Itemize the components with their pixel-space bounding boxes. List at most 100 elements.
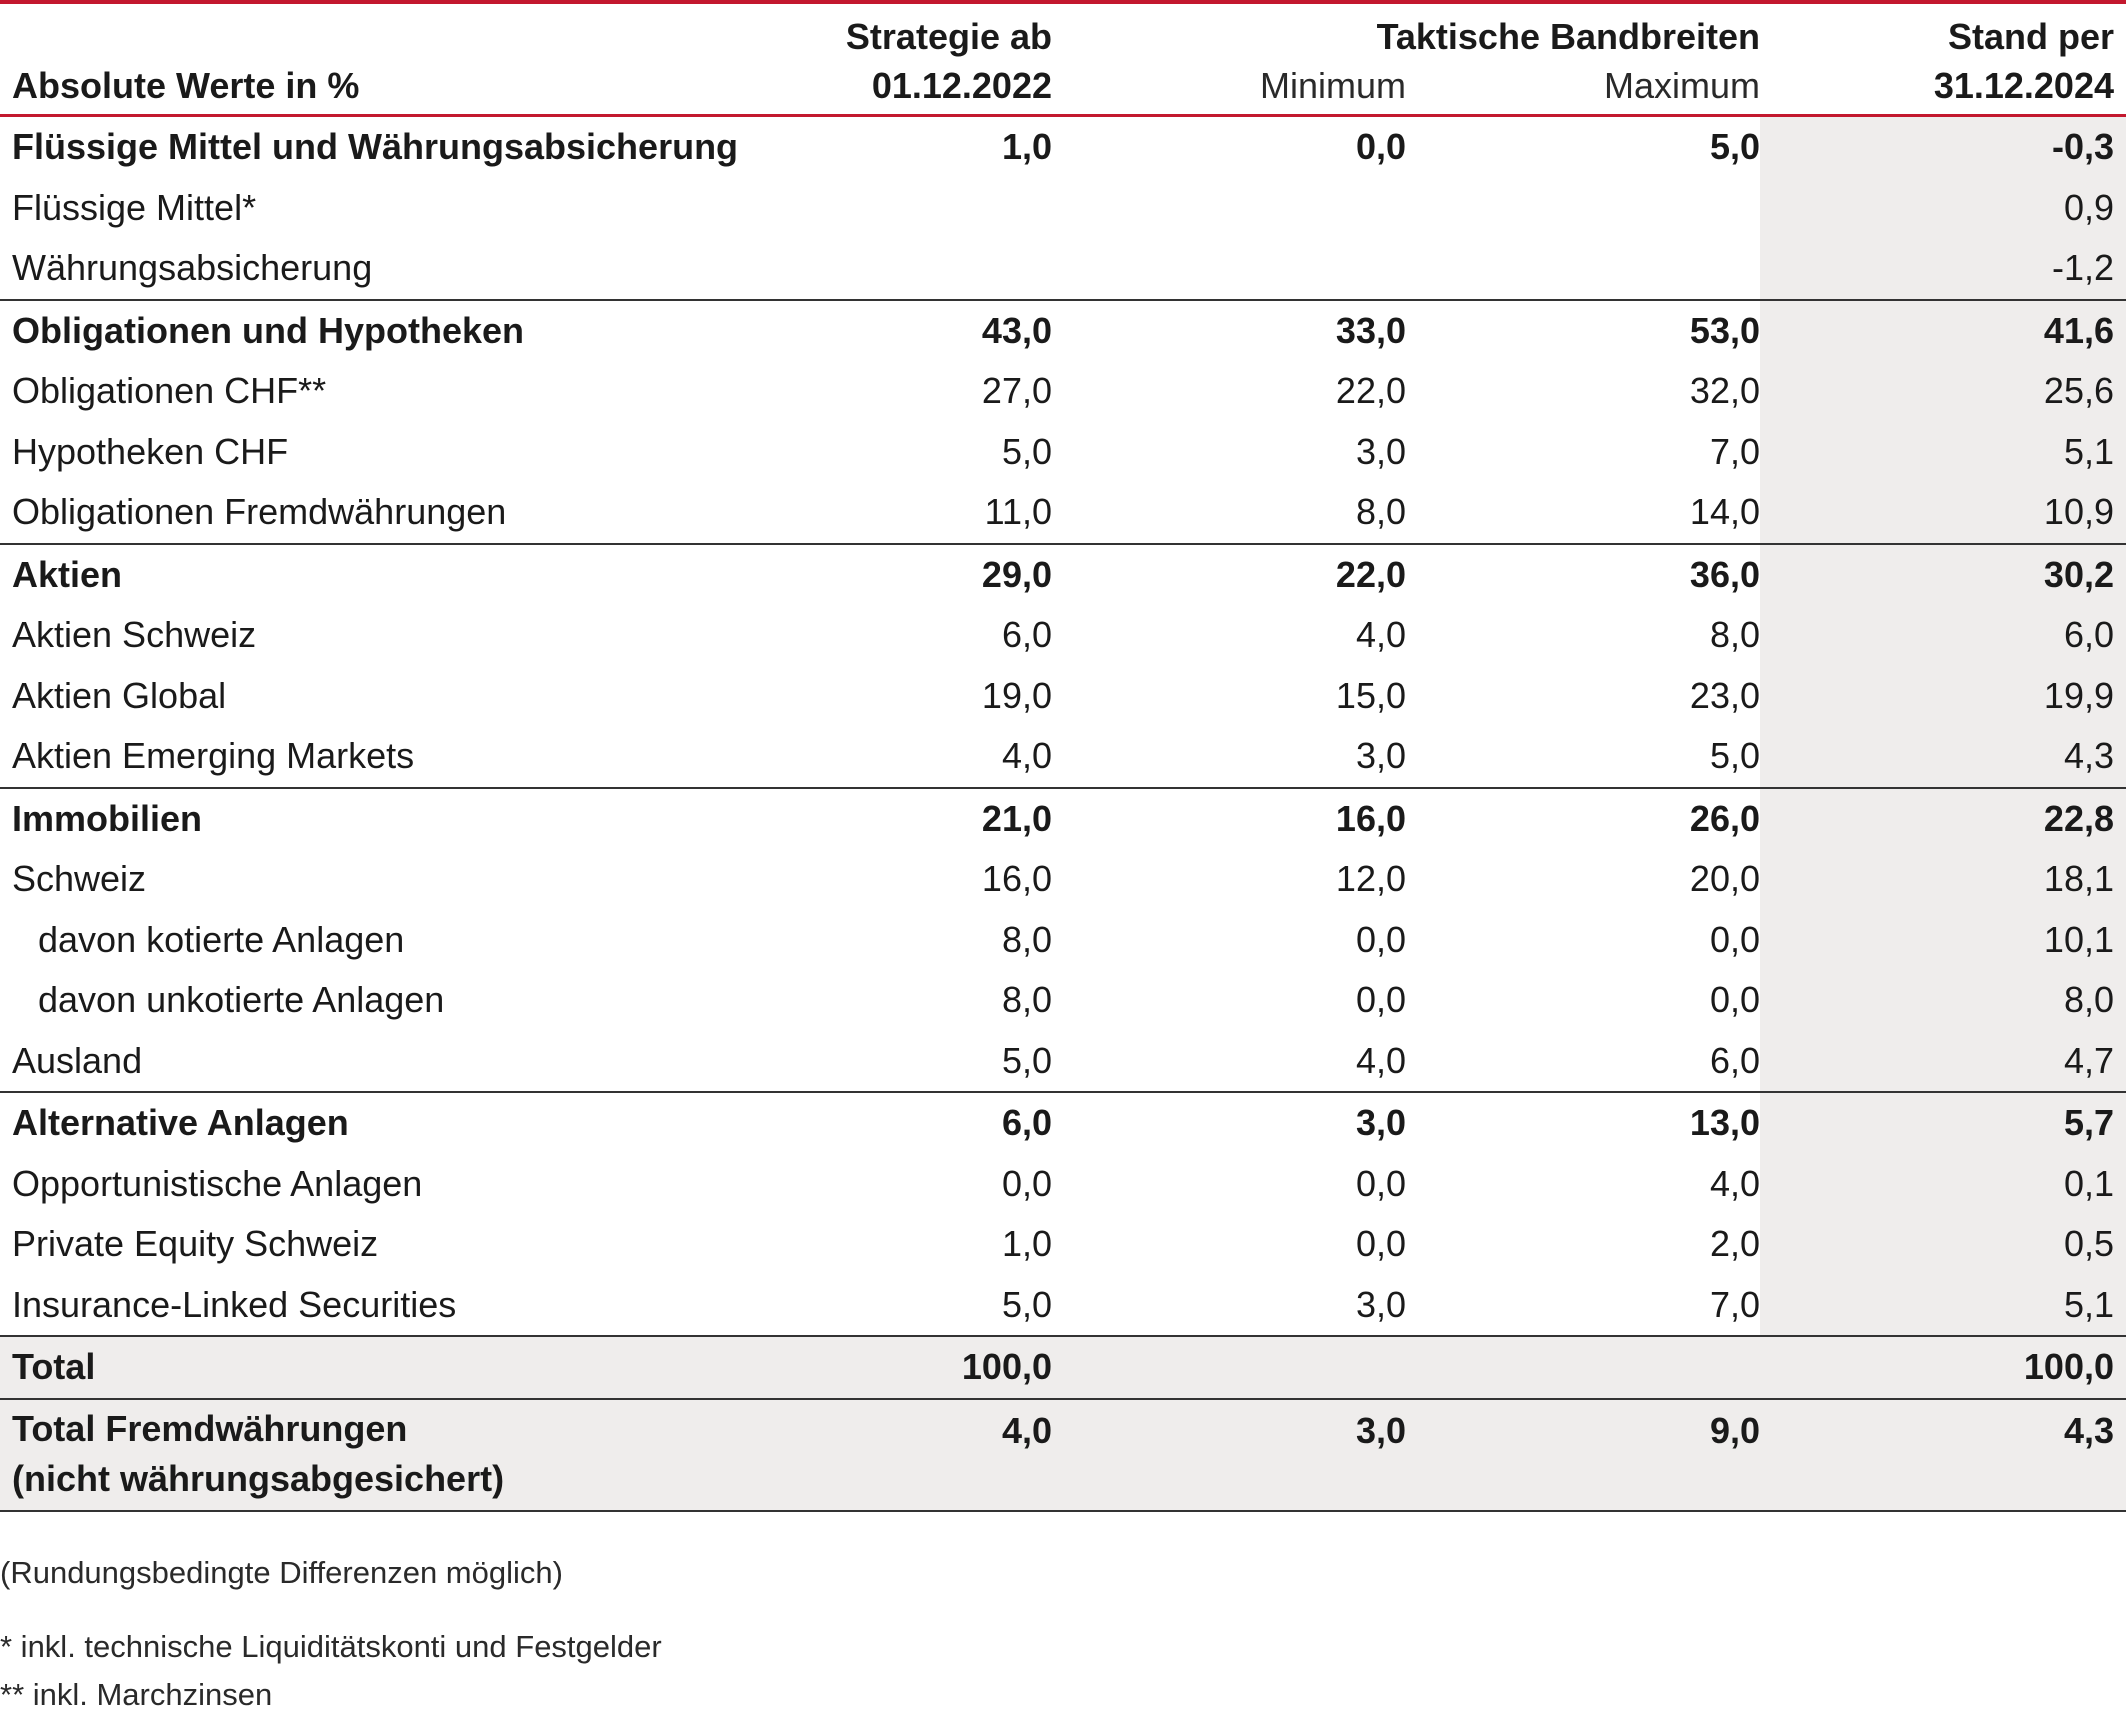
row-maximum: 2,0 [1709,1223,1760,1265]
row-label: Flüssige Mittel* [12,186,257,228]
row-stand: 22,8 [1760,786,2126,849]
table-row: Hypotheken CHF 5,0 3,0 7,0 5,1 [0,421,2126,482]
header-spacer [0,4,700,58]
row-stand: 18,1 [1760,849,2126,910]
total-fx-label: Total Fremdwährungen (nicht währungsabge… [0,1397,700,1512]
row-strategy: 43,0 [700,298,1052,361]
table-row: Private Equity Schweiz 1,0 0,0 2,0 0,5 [0,1214,2126,1275]
header-row-2: Absolute Werte in % 01.12.2022 Minimum M… [0,58,2126,117]
row-label: Aktien Schweiz [12,614,257,656]
row-strategy: 5,0 [1001,1283,1052,1325]
row-stand: 0,5 [1760,1214,2126,1275]
row-maximum: 36,0 [1406,542,1760,605]
row-stand: 10,9 [1760,482,2126,544]
total-fx-minimum: 3,0 [1052,1397,1406,1512]
table-row: Flüssige Mittel* 0,9 [0,177,2126,239]
total-stand: 100,0 [1760,1335,2126,1399]
row-label: Währungsabsicherung [12,247,373,289]
table-row-liquid-funds: Flüssige Mittel und Währungsabsicherung … [0,115,2126,178]
top-accent-line [0,0,2126,4]
header-minimum: Minimum [1052,58,1406,117]
row-minimum: 16,0 [1052,786,1406,849]
row-minimum: 22,0 [1052,542,1406,605]
row-stand: 6,0 [1760,605,2126,666]
row-minimum: 0,0 [1355,1223,1406,1265]
row-stand: -1,2 [1760,238,2126,300]
row-label: Obligationen und Hypotheken [0,298,700,361]
row-maximum: 7,0 [1709,430,1760,472]
row-stand: 0,9 [1760,177,2126,238]
total-strategy: 100,0 [700,1335,1052,1399]
row-label: Opportunistische Anlagen [12,1162,423,1204]
row-strategy: 4,0 [1001,735,1052,777]
table-row: Währungsabsicherung -1,2 [0,238,2126,300]
row-stand: 10,1 [1760,909,2126,970]
total-fx-stand: 4,3 [1760,1397,2126,1512]
row-strategy: 5,0 [1001,430,1052,472]
table-row: Aktien Schweiz 6,0 4,0 8,0 6,0 [0,605,2126,666]
row-maximum: 32,0 [1689,370,1760,412]
row-label: Ausland [12,1039,143,1081]
table-row-equities: Aktien 29,0 22,0 36,0 30,2 [0,542,2126,605]
row-maximum: 4,0 [1709,1162,1760,1204]
row-maximum [1406,238,1760,300]
row-stand: 5,7 [1760,1091,2126,1154]
asset-allocation-table: Strategie ab Taktische Bandbreiten Stand… [0,4,2126,1512]
row-maximum: 6,0 [1709,1039,1760,1081]
table-row: Obligationen Fremdwährungen 11,0 8,0 14,… [0,482,2126,544]
row-stand: 0,1 [1760,1153,2126,1214]
total-maximum [1406,1335,1760,1399]
table-row: Aktien Global 19,0 15,0 23,0 19,9 [0,665,2126,726]
table-row-alternatives: Alternative Anlagen 6,0 3,0 13,0 5,7 [0,1091,2126,1154]
row-minimum [1052,238,1406,300]
row-label: Alternative Anlagen [0,1091,700,1154]
row-stand: 5,1 [1760,421,2126,482]
row-stand: 4,3 [1760,726,2126,788]
row-label: Hypotheken CHF [12,430,289,472]
row-stand: 25,6 [1760,361,2126,422]
row-minimum: 15,0 [1335,674,1406,716]
header-tactical-title: Taktische Bandbreiten [1376,16,1760,57]
table-row-bonds-mortgages: Obligationen und Hypotheken 43,0 33,0 53… [0,298,2126,361]
row-maximum: 0,0 [1709,979,1760,1021]
row-minimum: 0,0 [1355,126,1406,168]
row-minimum: 12,0 [1335,858,1406,900]
row-label: Obligationen Fremdwährungen [12,491,507,533]
row-minimum [1052,178,1406,239]
table-row: Insurance-Linked Securities 5,0 3,0 7,0 … [0,1274,2126,1336]
row-minimum: 0,0 [1355,979,1406,1021]
row-maximum: 23,0 [1689,674,1760,716]
row-strategy: 6,0 [700,1091,1052,1154]
table-row: Schweiz 16,0 12,0 20,0 18,1 [0,849,2126,910]
row-strategy [700,238,1052,300]
row-strategy: 6,0 [1001,614,1052,656]
table-row: Opportunistische Anlagen 0,0 0,0 4,0 0,1 [0,1153,2126,1214]
row-strategy: 5,0 [1001,1039,1052,1081]
footnote-accrued-interest: ** inkl. Marchzinsen [0,1677,273,1712]
total-minimum [1052,1335,1406,1399]
table-row: Aktien Emerging Markets 4,0 3,0 5,0 4,3 [0,726,2126,788]
header-label-column: Absolute Werte in % [0,58,700,117]
row-label: Schweiz [12,858,147,900]
row-strategy: 8,0 [1001,918,1052,960]
row-label: Insurance-Linked Securities [12,1283,457,1325]
row-strategy: 16,0 [981,858,1052,900]
header-row-1: Strategie ab Taktische Bandbreiten Stand… [0,4,2126,58]
row-maximum [1406,178,1760,239]
row-maximum: 26,0 [1406,786,1760,849]
row-stand: 30,2 [1760,542,2126,605]
table-row-total: Total 100,0 100,0 [0,1335,2126,1399]
row-strategy: 11,0 [984,491,1052,533]
row-minimum: 0,0 [1355,918,1406,960]
total-fx-label-line1: Total Fremdwährungen [12,1407,408,1449]
header-stand-line1: Stand per [1947,16,2114,57]
row-stand: 41,6 [1760,298,2126,361]
row-label: Private Equity Schweiz [12,1223,379,1265]
total-fx-strategy: 4,0 [700,1397,1052,1512]
row-stand: 5,1 [1760,1274,2126,1336]
row-stand: 19,9 [1760,665,2126,726]
header-maximum: Maximum [1406,58,1760,117]
row-maximum: 13,0 [1406,1091,1760,1154]
header-stand-line2: 31.12.2024 [1760,58,2126,117]
row-label: davon unkotierte Anlagen [38,979,445,1021]
